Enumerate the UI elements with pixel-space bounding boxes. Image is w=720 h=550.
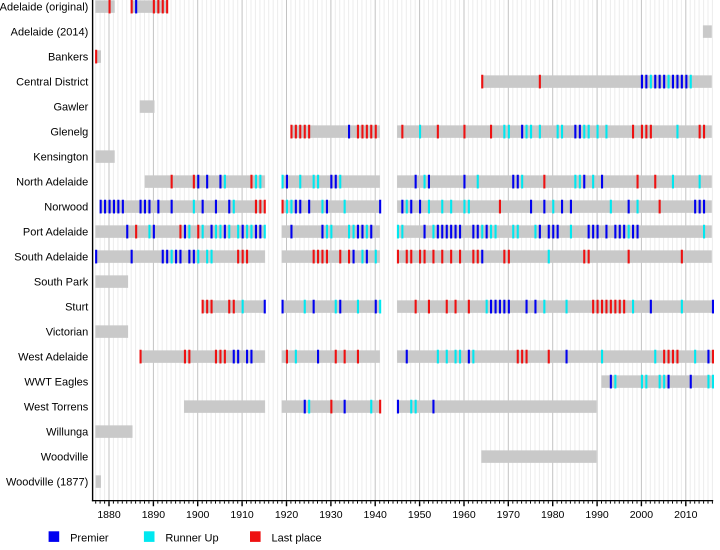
svg-text:2000: 2000 (630, 509, 654, 521)
svg-text:Adelaide (original): Adelaide (original) (0, 2, 88, 14)
svg-text:Sturt: Sturt (65, 302, 88, 314)
svg-text:Glenelg: Glenelg (50, 127, 88, 139)
svg-text:1940: 1940 (364, 509, 388, 521)
svg-text:1920: 1920 (275, 509, 299, 521)
svg-text:1950: 1950 (408, 509, 432, 521)
svg-text:West Adelaide: West Adelaide (18, 352, 88, 364)
svg-text:1960: 1960 (452, 509, 476, 521)
svg-text:Bankers: Bankers (48, 52, 89, 64)
svg-text:1970: 1970 (497, 509, 521, 521)
svg-text:WWT Eagles: WWT Eagles (24, 377, 88, 389)
svg-text:2010: 2010 (674, 509, 698, 521)
svg-text:Port Adelaide: Port Adelaide (23, 227, 88, 239)
svg-text:South Adelaide: South Adelaide (14, 252, 88, 264)
svg-text:Kensington: Kensington (33, 152, 88, 164)
svg-text:South Park: South Park (34, 277, 89, 289)
svg-text:Willunga: Willunga (46, 427, 89, 439)
svg-text:Gawler: Gawler (53, 102, 88, 114)
svg-text:1900: 1900 (186, 509, 210, 521)
svg-text:Victorian: Victorian (46, 327, 89, 339)
svg-text:West Torrens: West Torrens (24, 402, 89, 414)
svg-text:1890: 1890 (142, 509, 166, 521)
svg-text:Runner Up: Runner Up (165, 532, 218, 544)
svg-text:Central District: Central District (16, 77, 88, 89)
svg-text:Woodville: Woodville (41, 452, 89, 464)
svg-text:Adelaide (2014): Adelaide (2014) (11, 27, 89, 39)
svg-text:Last place: Last place (272, 532, 322, 544)
svg-text:North Adelaide: North Adelaide (16, 177, 88, 189)
svg-text:Norwood: Norwood (44, 202, 88, 214)
svg-text:1880: 1880 (97, 509, 121, 521)
svg-text:Woodville (1877): Woodville (1877) (6, 477, 88, 489)
svg-text:1930: 1930 (319, 509, 343, 521)
svg-text:1910: 1910 (230, 509, 254, 521)
svg-text:1980: 1980 (541, 509, 565, 521)
svg-text:Premier: Premier (70, 532, 109, 544)
svg-text:1990: 1990 (585, 509, 609, 521)
